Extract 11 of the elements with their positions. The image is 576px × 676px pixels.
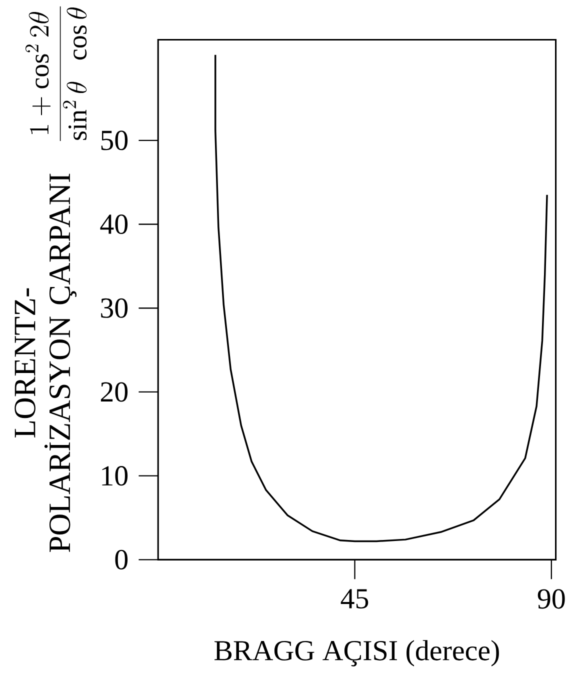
text: $\frac{1+\cos^2 2\theta}{\sin^2\theta\;\;\cos\theta}$ [26,6,87,141]
y-tick-label: 50 [102,130,128,150]
y-tick-label: 0 [115,550,128,570]
y-axis-title: LORENTZ-POLARİZASYON ÇARPANI [14,174,77,552]
y-tick-label: 10 [102,466,128,486]
y-tick-label: 40 [100,214,128,234]
x-tick-label: 45 [341,589,368,608]
x-tick-label: 90 [538,589,566,609]
y-tick-label: 30 [101,298,128,318]
y-tick-label: 20 [101,382,128,402]
x-axis-title: BRAGG AÇISI (derece) [214,640,500,666]
